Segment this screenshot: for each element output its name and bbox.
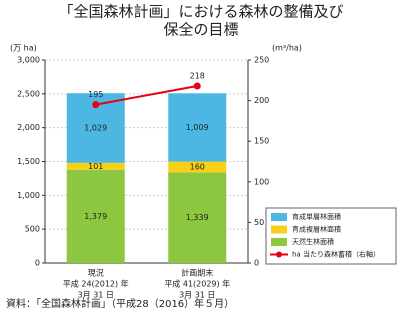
y2-tick-label: 150 [254, 137, 269, 146]
y-tick-label: 0 [35, 259, 40, 268]
legend-swatch [271, 238, 287, 246]
x-tick-label: 平成 41(2029) 年 [164, 279, 230, 289]
source-note: 資料：「全国森林計画」（平成28（2016）年５月） [6, 297, 234, 310]
bar-segment [66, 169, 125, 263]
line-point [193, 82, 201, 90]
value-label: 218 [190, 71, 205, 80]
x-tick-label: 現況 [88, 269, 104, 278]
line-series [95, 85, 198, 106]
value-label: 1,339 [186, 213, 209, 222]
bar-segment [66, 162, 125, 170]
y-tick-label: 2,500 [17, 89, 40, 98]
value-label: 1,009 [186, 123, 209, 132]
bar-segment [168, 172, 227, 263]
y2-tick-label: 200 [254, 96, 269, 105]
chart-title: 「全国森林計画」における森林の整備及び [58, 3, 343, 21]
y2-axis-label: (m³/ha) [272, 44, 302, 53]
value-label: 1,379 [84, 212, 107, 221]
y-axis-label: (万 ha) [10, 44, 37, 53]
y-tick-label: 3,000 [17, 56, 40, 65]
legend-label: ha 当たり森林蓄積（右軸） [292, 250, 380, 259]
y-tick-label: 2,000 [17, 123, 40, 132]
y2-tick-label: 50 [254, 218, 264, 227]
y-tick-label: 1,000 [17, 191, 40, 200]
y2-tick-label: 100 [254, 177, 269, 186]
x-tick-label: 3月 31 日 [78, 291, 114, 300]
legend-swatch [271, 213, 287, 221]
y2-tick-label: 250 [254, 56, 269, 65]
y-tick-label: 1,500 [17, 157, 40, 166]
value-label: 195 [88, 90, 103, 99]
value-label: 101 [88, 162, 103, 171]
x-tick-label: 平成 24(2012) 年 [63, 279, 129, 289]
legend-label: 育成単層林面積 [292, 212, 341, 221]
legend-label: 天然生林面積 [292, 237, 334, 246]
legend-swatch [271, 225, 287, 234]
y-tick-label: 500 [25, 225, 40, 234]
bar-segment [168, 161, 227, 173]
bar-segment [168, 93, 227, 162]
legend-marker [276, 251, 282, 258]
chart-title: 保全の目標 [163, 21, 238, 39]
value-label: 1,029 [84, 124, 107, 133]
x-tick-label: 3月 31 日 [179, 291, 215, 300]
y2-tick-label: 0 [254, 259, 259, 268]
legend-label: 育成複層林面積 [292, 225, 341, 234]
x-tick-label: 計画期末 [181, 268, 213, 278]
value-label: 160 [190, 162, 205, 171]
line-point [92, 101, 100, 109]
